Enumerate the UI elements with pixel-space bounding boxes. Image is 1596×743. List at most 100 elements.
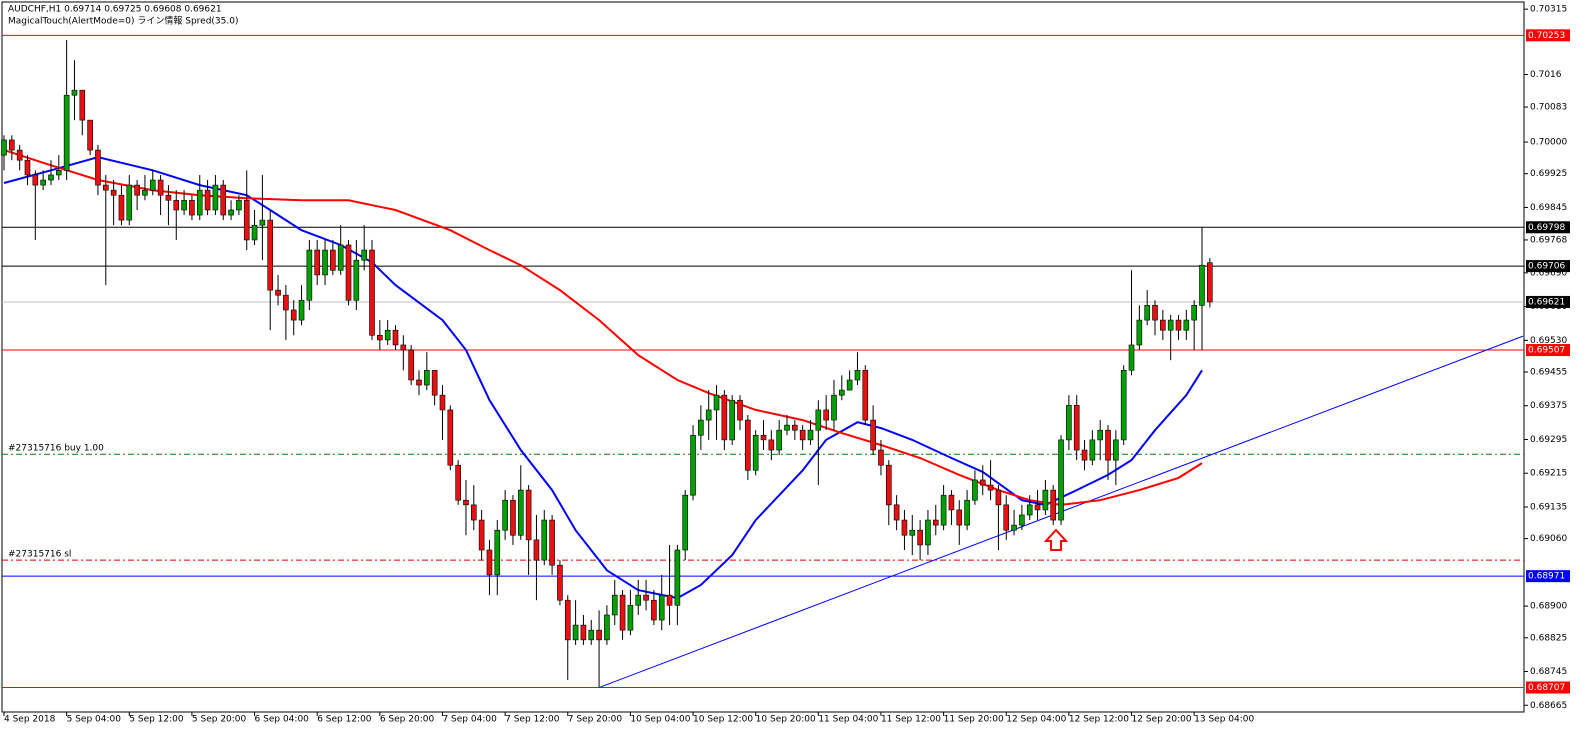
- y-tick-label: 0.68745: [1530, 667, 1567, 677]
- y-tick-label: 0.68665: [1530, 701, 1567, 711]
- candle-body: [486, 549, 493, 576]
- x-tick-label: 13 Sep 04:00: [1194, 715, 1254, 725]
- candle-body: [1042, 489, 1049, 511]
- candle-body: [815, 409, 822, 431]
- candle-body: [799, 429, 806, 441]
- candle-body: [1066, 405, 1072, 441]
- candle-body: [1105, 429, 1111, 461]
- candle-body: [525, 489, 532, 541]
- y-tick-label: 0.69215: [1530, 469, 1567, 479]
- y-tick-label: 0.69135: [1530, 502, 1567, 512]
- y-tick-label: 0.69295: [1530, 435, 1567, 445]
- candle-body: [102, 184, 109, 191]
- candle-body: [580, 624, 587, 641]
- candle-body: [510, 499, 516, 536]
- candle-body: [290, 309, 297, 321]
- price-label: 0.69621: [1528, 297, 1565, 307]
- candle-body: [854, 369, 861, 381]
- candle-body: [9, 139, 15, 151]
- candle-body: [118, 194, 125, 221]
- candle-body: [24, 159, 31, 176]
- candle-body: [721, 394, 728, 441]
- x-tick-label: 12 Sep 04:00: [1006, 715, 1066, 725]
- candle-body: [392, 329, 399, 346]
- candle-body: [56, 170, 62, 176]
- candle-body: [1199, 264, 1205, 306]
- candle-body: [893, 504, 900, 521]
- candle-body: [478, 519, 485, 551]
- candle-body: [87, 119, 93, 151]
- x-tick-label: 7 Sep 12:00: [505, 715, 560, 725]
- candle-body: [635, 594, 642, 606]
- candle-body: [71, 89, 78, 96]
- candle-body: [674, 549, 681, 606]
- candle-body: [760, 434, 767, 441]
- candle-body: [987, 484, 994, 491]
- x-tick-label: 10 Sep 04:00: [630, 715, 690, 725]
- y-tick-label: 0.69768: [1530, 235, 1567, 245]
- candle-body: [1167, 319, 1174, 331]
- candle-body: [1144, 305, 1150, 321]
- candle-body: [745, 419, 751, 471]
- y-tick-label: 0.69690: [1530, 268, 1567, 278]
- candle-body: [189, 199, 195, 216]
- candle-body: [839, 389, 845, 396]
- candle-body: [345, 244, 352, 301]
- x-tick-label: 6 Sep 12:00: [317, 715, 372, 725]
- candle-body: [1136, 319, 1143, 346]
- candle-body: [259, 219, 266, 226]
- candle-body: [596, 629, 602, 641]
- candle-body: [768, 439, 775, 451]
- candle-body: [173, 199, 180, 211]
- candle-body: [651, 599, 657, 621]
- signal-arrow: [1043, 528, 1069, 551]
- x-tick-label: 12 Sep 12:00: [1069, 715, 1129, 725]
- x-tick-label: 12 Sep 20:00: [1132, 715, 1192, 725]
- y-tick-label: 0.69455: [1530, 367, 1567, 377]
- price-label-box: [1526, 344, 1570, 357]
- candle-body: [447, 409, 454, 466]
- candle-body: [298, 299, 305, 321]
- candle-body: [807, 429, 814, 441]
- x-tick-label: 10 Sep 12:00: [693, 715, 753, 725]
- price-label: 0.68971: [1528, 572, 1565, 582]
- x-tick-label: 5 Sep 20:00: [192, 715, 247, 725]
- candle-body: [643, 594, 649, 601]
- candle-body: [134, 184, 140, 196]
- chart-header: AUDCHF,H1 0.69714 0.69725 0.69608 0.6962…: [8, 5, 222, 15]
- candle-body: [463, 499, 469, 506]
- price-label: 0.69706: [1528, 262, 1565, 272]
- x-tick-label: 10 Sep 20:00: [756, 715, 816, 725]
- candle-body: [1113, 439, 1119, 461]
- candle-body: [604, 614, 610, 641]
- candle-body: [95, 149, 101, 186]
- candle-body: [369, 249, 375, 336]
- candle-body: [619, 594, 626, 631]
- candle-body: [1191, 305, 1197, 321]
- x-tick-label: 6 Sep 20:00: [380, 715, 435, 725]
- candle-body: [564, 599, 571, 641]
- candle-body: [1175, 319, 1182, 331]
- candle-body: [666, 594, 673, 606]
- x-tick-label: 11 Sep 12:00: [881, 715, 941, 725]
- candle-body: [682, 494, 689, 551]
- candle-body: [48, 174, 54, 181]
- candle-body: [142, 189, 148, 196]
- candle-body: [792, 424, 798, 431]
- candle-body: [243, 199, 250, 241]
- price-label-box: [1526, 295, 1570, 308]
- candle-body: [572, 624, 579, 641]
- order-label: #27315716 sl: [8, 550, 71, 560]
- candle-body: [1026, 504, 1033, 516]
- candle-body: [322, 249, 328, 276]
- candle-body: [901, 519, 908, 536]
- price-label-box: [1526, 221, 1570, 234]
- y-tick-label: 0.70315: [1530, 5, 1567, 15]
- candle-body: [885, 464, 892, 506]
- candle-body: [1089, 439, 1096, 461]
- y-tick-label: 0.70083: [1530, 103, 1567, 113]
- candle-body: [1207, 262, 1213, 303]
- candle-body: [972, 479, 978, 501]
- candle-body: [275, 289, 281, 296]
- x-tick-label: 11 Sep 20:00: [944, 715, 1004, 725]
